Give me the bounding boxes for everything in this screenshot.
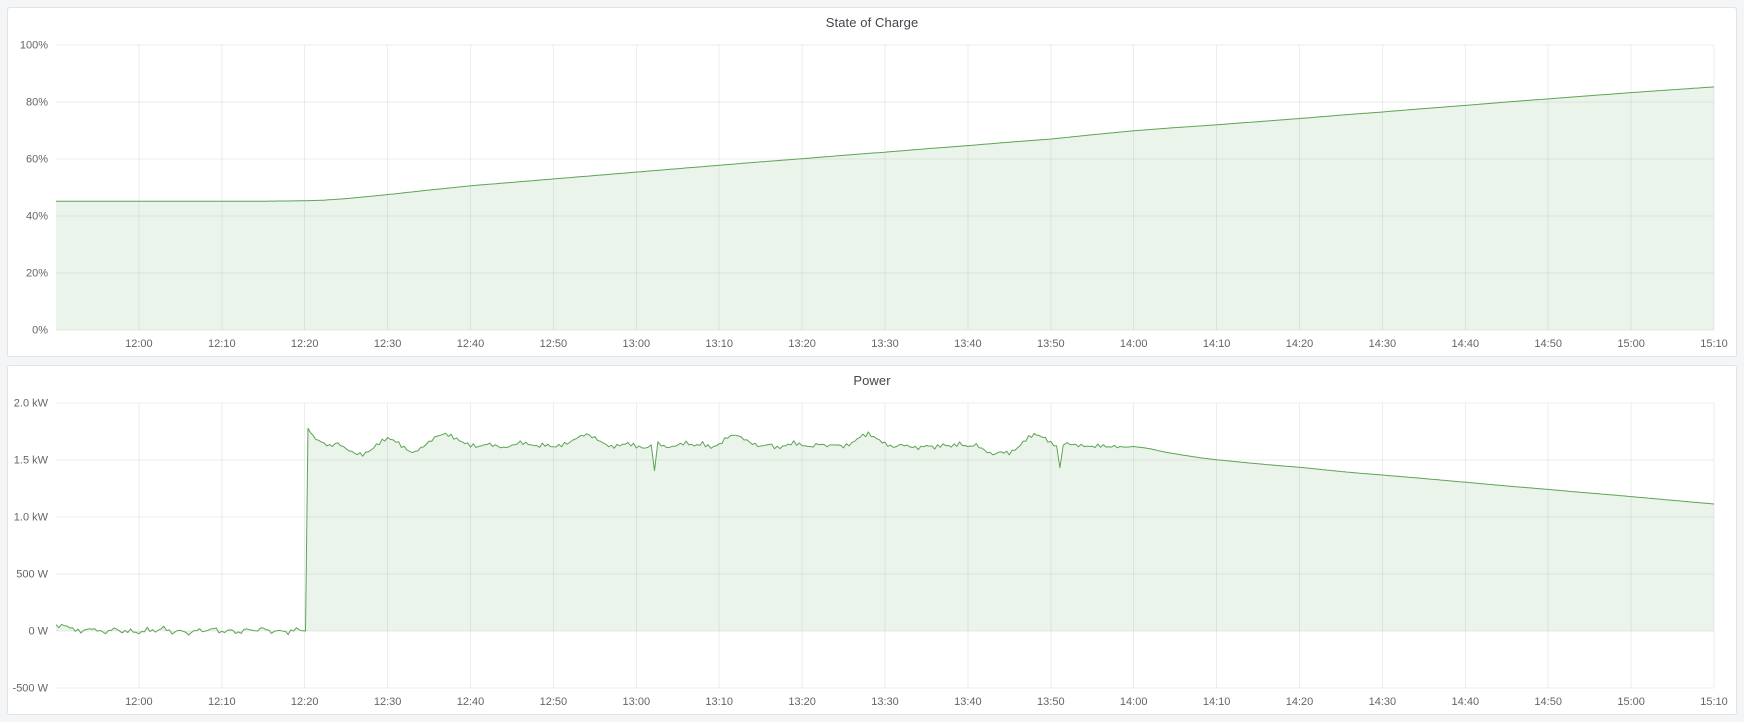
- svg-text:12:30: 12:30: [374, 338, 402, 350]
- svg-text:14:20: 14:20: [1286, 696, 1314, 708]
- svg-text:0%: 0%: [32, 325, 48, 337]
- svg-text:60%: 60%: [26, 154, 48, 166]
- power-series-line: [55, 427, 1715, 636]
- panel-power: Power -500 W 0 W 500 W 1.0 kW 1.5 kW 2.0 kW 12…: [7, 365, 1737, 715]
- svg-text:14:00: 14:00: [1120, 696, 1148, 708]
- y-axis-labels: -500 W 0 W 500 W 1.0 kW 1.5 kW 2.0 kW: [13, 398, 49, 695]
- grid-lines: [56, 44, 1715, 331]
- panel-title-power[interactable]: Power: [853, 372, 891, 388]
- svg-text:12:00: 12:00: [125, 696, 153, 708]
- svg-text:1.0 kW: 1.0 kW: [14, 512, 49, 524]
- panel-title-state-of-charge[interactable]: State of Charge: [825, 14, 919, 30]
- svg-text:-500 W: -500 W: [13, 683, 49, 695]
- svg-text:80%: 80%: [26, 97, 48, 109]
- series: [56, 86, 1715, 331]
- x-axis-labels: 12:00 12:10 12:20 12:30 12:40 12:50 13:00 13:10…: [125, 338, 1728, 350]
- svg-text:12:30: 12:30: [374, 696, 402, 708]
- svg-text:12:50: 12:50: [540, 696, 568, 708]
- svg-text:14:30: 14:30: [1369, 696, 1397, 708]
- svg-text:13:30: 13:30: [871, 338, 899, 350]
- svg-text:13:10: 13:10: [705, 696, 733, 708]
- svg-text:2.0 kW: 2.0 kW: [14, 398, 49, 410]
- svg-text:14:10: 14:10: [1203, 338, 1231, 350]
- power-series-fill: [56, 428, 1714, 636]
- svg-text:15:10: 15:10: [1700, 696, 1728, 708]
- svg-text:40%: 40%: [26, 211, 48, 223]
- svg-text:12:20: 12:20: [291, 696, 319, 708]
- svg-text:12:50: 12:50: [540, 338, 568, 350]
- svg-text:14:10: 14:10: [1203, 696, 1231, 708]
- svg-text:12:40: 12:40: [457, 338, 485, 350]
- panel-state-of-charge: State of Charge 0% 20% 40% 60% 80% 100% 12:00 1…: [7, 7, 1737, 357]
- svg-text:14:30: 14:30: [1369, 338, 1397, 350]
- series: [55, 427, 1715, 636]
- svg-text:14:50: 14:50: [1534, 338, 1562, 350]
- svg-text:15:10: 15:10: [1700, 338, 1728, 350]
- y-axis-labels: 0% 20% 40% 60% 80% 100%: [20, 40, 48, 337]
- svg-text:20%: 20%: [26, 268, 48, 280]
- svg-text:13:00: 13:00: [623, 338, 651, 350]
- svg-text:14:50: 14:50: [1534, 696, 1562, 708]
- svg-text:15:00: 15:00: [1617, 696, 1645, 708]
- svg-text:12:10: 12:10: [208, 696, 236, 708]
- state-of-charge-chart[interactable]: 0%20%40%60%80%100%12:00 12:10 12:20 12:30 12…: [8, 36, 1736, 356]
- svg-text:13:00: 13:00: [623, 696, 651, 708]
- state-of-charge-series-fill: [56, 86, 1714, 331]
- svg-text:100%: 100%: [20, 40, 48, 52]
- svg-text:13:40: 13:40: [954, 696, 982, 708]
- svg-text:12:00: 12:00: [125, 338, 153, 350]
- svg-text:14:00: 14:00: [1120, 338, 1148, 350]
- svg-text:1.5 kW: 1.5 kW: [14, 455, 49, 467]
- svg-text:12:10: 12:10: [208, 338, 236, 350]
- state-of-charge-series-line: [56, 86, 1715, 202]
- svg-text:14:40: 14:40: [1452, 338, 1480, 350]
- svg-text:14:40: 14:40: [1452, 696, 1480, 708]
- svg-text:12:20: 12:20: [291, 338, 319, 350]
- svg-text:13:50: 13:50: [1037, 696, 1065, 708]
- svg-text:13:10: 13:10: [705, 338, 733, 350]
- svg-text:12:40: 12:40: [457, 696, 485, 708]
- grid-lines: [56, 402, 1715, 689]
- svg-text:13:20: 13:20: [788, 696, 816, 708]
- svg-text:13:30: 13:30: [871, 696, 899, 708]
- svg-text:13:50: 13:50: [1037, 338, 1065, 350]
- svg-text:13:40: 13:40: [954, 338, 982, 350]
- svg-text:15:00: 15:00: [1617, 338, 1645, 350]
- x-axis-labels: 12:00 12:10 12:20 12:30 12:40 12:50 13:00 13:10…: [125, 696, 1728, 708]
- svg-text:13:20: 13:20: [788, 338, 816, 350]
- svg-text:500 W: 500 W: [16, 569, 48, 581]
- svg-text:0 W: 0 W: [28, 626, 48, 638]
- svg-text:14:20: 14:20: [1286, 338, 1314, 350]
